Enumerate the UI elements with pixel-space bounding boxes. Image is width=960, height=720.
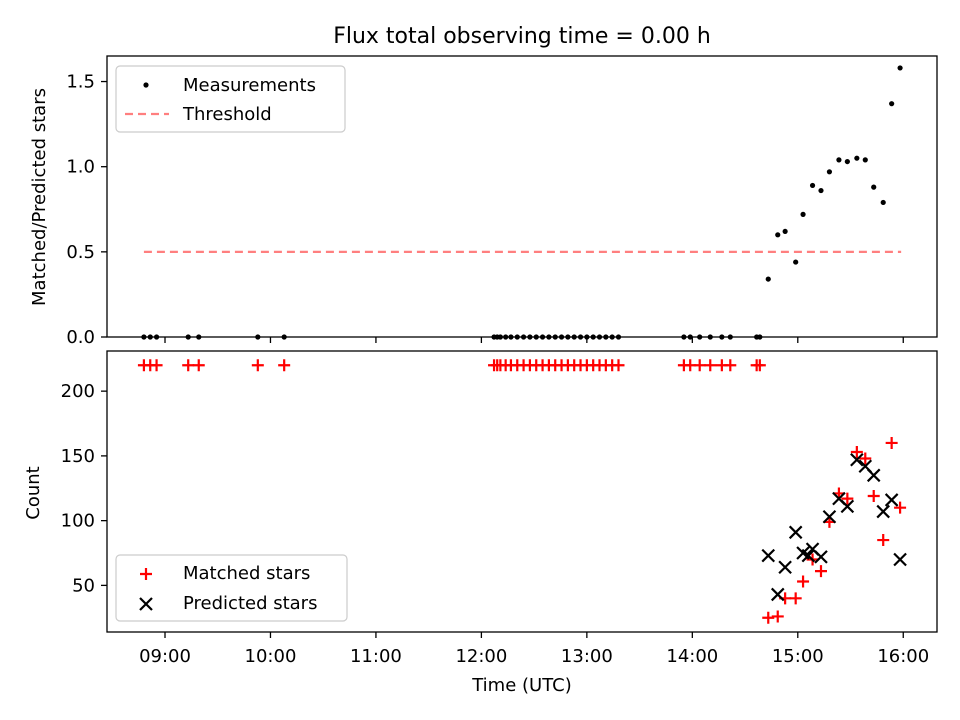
bottom-y-tick-label: 100 — [61, 511, 95, 532]
bottom-legend: Matched stars Predicted stars — [115, 554, 348, 622]
predicted-star-point — [788, 525, 803, 540]
predicted-star-point — [884, 493, 899, 507]
matched-star-point — [771, 610, 784, 623]
top-plot-frame — [106, 55, 938, 338]
predicted-star-point — [876, 504, 890, 519]
legend-predicted-marker — [139, 597, 153, 611]
bottom-x-tick-label: 15:00 — [772, 646, 824, 667]
matched-star-point — [867, 490, 880, 503]
matched-star-point — [612, 359, 625, 372]
bottom-x-tick-label: 11:00 — [350, 646, 402, 667]
matched-star-point — [789, 592, 802, 605]
bottom-y-tick-label: 150 — [61, 446, 95, 467]
bottom-y-tick-group: 50 100 150 200 — [61, 381, 107, 596]
top-chart-title: Flux total observing time = 0.00 h — [333, 24, 711, 49]
measurement-point — [826, 169, 833, 175]
bottom-x-tick-label: 09:00 — [139, 646, 191, 667]
measurement-point — [836, 157, 842, 163]
measurement-point — [782, 228, 788, 235]
measurement-point — [889, 101, 895, 107]
matched-star-point — [859, 452, 872, 465]
measurement-point — [793, 259, 799, 265]
top-panel: Flux total observing time = 0.00 h 0.00.… — [29, 24, 938, 348]
matched-star-point — [814, 565, 827, 578]
predicted-star-point — [814, 550, 828, 564]
matched-star-point — [693, 359, 706, 372]
legend-measurements-label: Measurements — [183, 75, 316, 96]
bottom-y-tick-label: 200 — [61, 381, 95, 402]
legend-measurements-marker — [143, 82, 149, 88]
bottom-x-tick-label: 14:00 — [666, 646, 718, 667]
matched-star-point — [182, 359, 195, 372]
predicted-star-point — [893, 552, 907, 567]
measurement-point — [880, 199, 886, 206]
legend-predicted-label: Predicted stars — [183, 593, 317, 614]
legend-matched-label: Matched stars — [183, 563, 310, 584]
top-y-tick-label: 1.5 — [66, 72, 95, 93]
bottom-y-tick-label: 50 — [72, 575, 95, 596]
bottom-panel: 50 100 150 200 09:00 10:00 11:00 12:00 13:00 14:… — [23, 350, 938, 696]
measurement-point — [818, 187, 824, 194]
matched-star-point — [762, 611, 775, 624]
measurement-point — [844, 158, 850, 165]
measurement-point — [862, 157, 868, 163]
top-y-tick-label: 0.5 — [66, 242, 95, 263]
bottom-x-tick-label: 12:00 — [455, 646, 507, 667]
bottom-x-axis-label: Time (UTC) — [471, 675, 572, 696]
matched-star-point — [885, 436, 898, 449]
predicted-star-point — [761, 548, 776, 563]
measurement-point — [765, 276, 771, 282]
predicted-star-point — [801, 548, 816, 563]
bottom-x-tick-label: 13:00 — [561, 646, 613, 667]
measurement-point — [871, 184, 877, 190]
top-y-tick-group: 0.0 0.5 1.0 1.5 — [66, 72, 107, 348]
bottom-y-axis-label: Count — [23, 466, 44, 519]
predicted-star-point — [866, 468, 881, 483]
matched-star-point — [278, 359, 291, 372]
bottom-legend-box — [115, 554, 348, 622]
legend-threshold-label: Threshold — [182, 104, 272, 125]
bottom-x-tick-label: 16:00 — [877, 646, 929, 667]
predicted-star-point — [778, 560, 792, 575]
predicted-star-points — [761, 452, 907, 602]
top-y-tick-label: 1.0 — [66, 157, 95, 178]
predicted-star-point — [770, 587, 785, 602]
matched-star-point — [724, 359, 737, 372]
top-legend: Measurements Threshold — [115, 65, 346, 133]
predicted-star-point — [822, 509, 837, 524]
matched-star-point — [753, 359, 766, 372]
matched-star-point — [150, 359, 163, 372]
measurement-point — [809, 182, 816, 189]
measurement-point — [775, 232, 781, 238]
matched-star-point — [704, 359, 717, 372]
legend-matched-marker — [140, 568, 152, 580]
predicted-star-point — [840, 499, 855, 514]
matched-star-point — [877, 534, 890, 547]
measurement-point — [897, 65, 903, 71]
matched-star-point — [850, 446, 863, 459]
matched-star-point — [841, 492, 854, 505]
measurement-point — [800, 211, 806, 217]
matched-star-point — [797, 575, 810, 588]
matched-star-point — [192, 359, 205, 372]
top-y-axis-label: Matched/Predicted stars — [29, 88, 50, 306]
bottom-x-tick-group: 09:00 10:00 11:00 12:00 13:00 14:00 15:00 16:00 — [139, 632, 929, 667]
predicted-star-point — [850, 452, 864, 467]
bottom-x-tick-label: 10:00 — [245, 646, 297, 667]
matched-star-point — [894, 501, 907, 514]
bottom-plot-frame — [106, 350, 938, 633]
top-legend-box — [115, 65, 346, 133]
top-y-tick-label: 0.0 — [66, 327, 95, 348]
measurement-point — [854, 155, 860, 161]
matched-star-point — [251, 359, 264, 372]
